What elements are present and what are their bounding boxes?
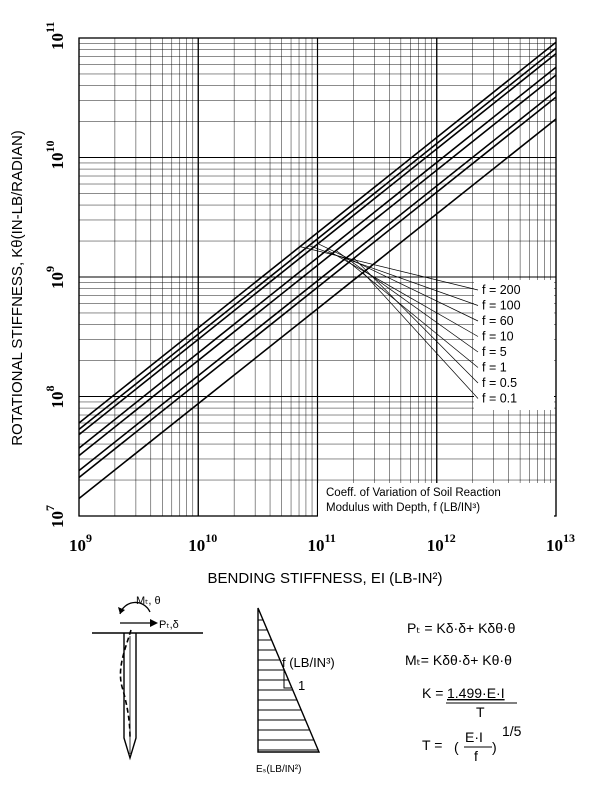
legend-entry-1: f = 100 bbox=[482, 299, 521, 313]
moment-arrowhead bbox=[118, 607, 125, 614]
legend-title-line-1: Coeff. of Variation of Soil Reaction bbox=[326, 487, 501, 499]
x-tick-label: 1011 bbox=[308, 531, 336, 555]
legend-leader-6 bbox=[353, 257, 479, 384]
x-tick-label: 109 bbox=[69, 531, 92, 555]
es-label: Eₛ(LB/IN²) bbox=[256, 764, 301, 775]
series-line-6 bbox=[78, 96, 557, 479]
y-axis-label: ROTATIONAL STIFFNESS, Kθ(IN-LB/RADIAN) bbox=[9, 130, 26, 446]
legend-entry-4: f = 5 bbox=[482, 345, 507, 359]
slope-marker bbox=[283, 670, 291, 689]
legend-leader-7 bbox=[362, 272, 479, 399]
equation-t-lhs: T = bbox=[422, 737, 442, 753]
series-line-3 bbox=[78, 66, 557, 449]
chart-grid bbox=[78, 37, 557, 517]
y-tick-label: 108 bbox=[43, 386, 67, 409]
legend-leader-0 bbox=[299, 246, 479, 291]
equation-k-denominator: T bbox=[476, 704, 485, 720]
y-tick-label: 1010 bbox=[43, 141, 67, 170]
soil-modulus-diagram: f (LB/IN³) 1 Eₛ(LB/IN²) bbox=[256, 607, 335, 775]
x-tick-label: 1010 bbox=[188, 531, 217, 555]
series-line-5 bbox=[78, 90, 557, 472]
legend-entry-2: f = 60 bbox=[482, 314, 514, 328]
legend-title-line-2: Modulus with Depth, f (LB/IN³) bbox=[326, 502, 480, 514]
legend-entry-3: f = 10 bbox=[482, 330, 514, 344]
moment-label: Mₜ, θ bbox=[136, 595, 161, 607]
legend-entry-0: f = 200 bbox=[482, 283, 521, 297]
equation-t-close-paren: ) bbox=[492, 739, 497, 755]
equations: Pₜ = Kδ·δ+ Kδθ·θ Mₜ= Kδθ·δ+ Kθ·θ K = 1.4… bbox=[405, 620, 522, 764]
legend-box bbox=[318, 483, 554, 520]
plot-frame bbox=[78, 37, 557, 517]
legend-panel bbox=[474, 280, 554, 410]
legend-leader-4 bbox=[335, 250, 479, 353]
soil-hatch bbox=[258, 619, 319, 751]
pile-shaft bbox=[123, 633, 137, 761]
deflected-shape bbox=[119, 629, 132, 739]
series-line-4 bbox=[78, 74, 557, 457]
x-tick-labels: 109 1010 1011 1012 1013 bbox=[69, 531, 575, 555]
series-line-7 bbox=[78, 118, 557, 500]
equation-mt: Mₜ= Kδθ·δ+ Kθ·θ bbox=[405, 652, 512, 668]
equation-t-open-paren: ( bbox=[454, 739, 459, 755]
x-tick-label: 1013 bbox=[546, 531, 575, 555]
series-line-2 bbox=[78, 52, 557, 436]
y-tick-label: 107 bbox=[43, 505, 67, 528]
x-tick-label: 1012 bbox=[427, 531, 456, 555]
equation-pt: Pₜ = Kδ·δ+ Kδθ·θ bbox=[407, 620, 516, 636]
series-line-0 bbox=[78, 41, 557, 424]
y-tick-label: 109 bbox=[43, 266, 67, 289]
force-label: Pₜ,δ bbox=[159, 619, 179, 631]
equation-t-numerator: E·I bbox=[465, 729, 483, 745]
legend-entry-5: f = 1 bbox=[482, 361, 507, 375]
y-tick-labels: 107 108 109 1010 1011 bbox=[43, 22, 67, 528]
pile-diagram: Mₜ, θ Pₜ,δ bbox=[92, 595, 203, 761]
soil-label: f (LB/IN³) bbox=[282, 655, 335, 670]
slope-label: 1 bbox=[298, 678, 305, 693]
force-arrowhead bbox=[150, 619, 158, 627]
chart-series bbox=[78, 41, 557, 500]
equation-t-exponent: 1/5 bbox=[502, 723, 522, 739]
legend-entry-7: f = 0.1 bbox=[482, 392, 517, 406]
equation-k-numerator: 1.499·E·I bbox=[447, 685, 505, 701]
y-tick-label: 1011 bbox=[43, 22, 67, 50]
x-axis-label: BENDING STIFFNESS, EI (LB-IN²) bbox=[207, 570, 442, 587]
equation-t-denominator: f bbox=[474, 748, 478, 764]
legend-entry-6: f = 0.5 bbox=[482, 376, 517, 390]
series-line-1 bbox=[78, 47, 557, 431]
equation-k-lhs: K = bbox=[422, 685, 443, 701]
